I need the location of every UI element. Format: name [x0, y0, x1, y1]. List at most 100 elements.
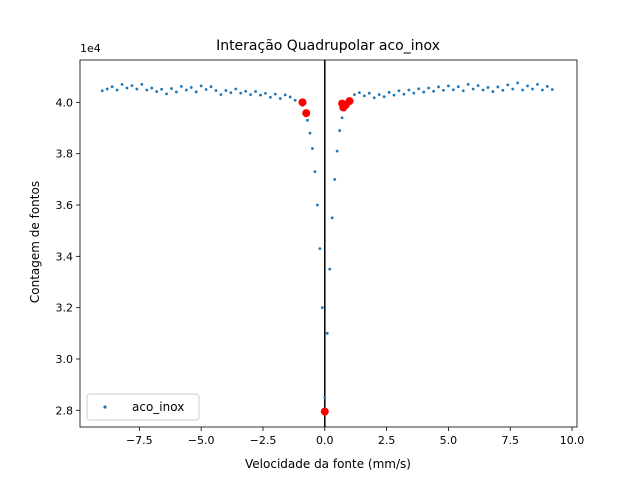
data-point	[320, 306, 324, 310]
data-point	[367, 91, 371, 95]
data-point	[486, 86, 490, 89]
data-point	[491, 90, 495, 93]
x-tick-label: 5.0	[440, 434, 458, 447]
data-point	[100, 89, 104, 93]
data-point	[229, 91, 233, 94]
data-point	[283, 93, 287, 97]
data-point	[184, 88, 188, 92]
data-point	[165, 92, 168, 96]
data-point	[451, 88, 455, 92]
data-point	[461, 89, 465, 93]
data-point	[273, 92, 277, 96]
data-point	[209, 85, 213, 89]
data-point	[466, 82, 470, 86]
data-point	[175, 90, 178, 94]
data-point	[170, 87, 173, 90]
data-point	[145, 88, 149, 92]
data-point	[526, 84, 529, 88]
data-point	[392, 93, 396, 97]
data-point	[249, 93, 253, 97]
data-point	[437, 85, 440, 89]
x-tick-label: −5.0	[188, 434, 215, 447]
data-point	[244, 89, 248, 93]
data-point	[179, 85, 183, 88]
data-point	[412, 91, 416, 95]
data-point	[353, 93, 356, 97]
data-point	[105, 87, 109, 91]
x-tick-label: 0.0	[316, 434, 334, 447]
data-point	[325, 331, 329, 335]
y-axis-ticks: 2.8 3.0 3.2 3.4 3.6 3.8 4.0	[56, 96, 80, 417]
plot-frame	[79, 59, 578, 428]
data-point	[536, 82, 539, 86]
highlight-point	[345, 97, 354, 106]
data-point	[150, 86, 154, 90]
x-axis-label: Velocidade da fonte (mm/s)	[245, 457, 411, 471]
x-tick-label: −2.5	[250, 434, 277, 447]
data-point	[140, 82, 144, 86]
x-tick-label: 2.5	[378, 434, 396, 447]
data-point	[550, 88, 554, 91]
data-point	[254, 90, 257, 93]
highlight-point	[302, 109, 311, 118]
data-point	[531, 87, 534, 91]
data-point	[456, 85, 460, 89]
data-point	[417, 87, 421, 91]
chart-title: Interação Quadrupolar aco_inox	[216, 38, 440, 54]
data-point	[155, 90, 159, 93]
data-point	[330, 216, 334, 220]
data-point	[306, 118, 309, 122]
data-point	[506, 83, 510, 87]
y-tick-label: 3.4	[56, 250, 74, 263]
data-point	[422, 90, 426, 94]
data-point	[338, 129, 342, 132]
data-point	[125, 86, 129, 90]
data-point	[382, 95, 386, 99]
data-point	[259, 93, 262, 97]
data-point	[501, 88, 505, 92]
data-point	[545, 85, 549, 88]
data-point	[372, 96, 376, 100]
x-tick-label: 10.0	[560, 434, 585, 447]
data-point	[516, 81, 520, 85]
data-point	[521, 88, 525, 92]
data-point	[234, 87, 238, 91]
data-point	[402, 92, 406, 96]
data-point	[278, 97, 282, 100]
data-point	[333, 177, 337, 181]
data-point	[432, 89, 435, 93]
highlight-point	[298, 98, 307, 107]
data-point	[219, 93, 223, 97]
data-point	[189, 86, 193, 89]
data-point	[328, 267, 332, 271]
y-tick-label: 3.2	[56, 302, 74, 315]
data-point	[115, 88, 119, 92]
data-point	[362, 94, 366, 98]
data-point	[442, 88, 445, 92]
data-point	[335, 149, 339, 153]
data-point	[120, 82, 124, 86]
data-point	[318, 247, 322, 251]
data-point	[288, 95, 292, 99]
data-point	[311, 147, 314, 150]
data-point	[427, 86, 431, 90]
data-point	[340, 116, 344, 120]
x-tick-label: −7.5	[126, 434, 153, 447]
legend: aco_inox	[86, 393, 200, 421]
y-axis-label: Contagem de fontos	[28, 181, 42, 303]
data-point	[224, 89, 228, 92]
y-tick-label: 3.6	[56, 199, 74, 212]
data-point	[199, 84, 203, 88]
data-point	[110, 85, 114, 89]
data-point	[496, 85, 500, 89]
y-axis-offset-label: 1e4	[80, 42, 101, 55]
data-point	[323, 396, 327, 399]
data-point	[407, 88, 411, 92]
data-point	[397, 89, 401, 93]
legend-box	[86, 393, 200, 421]
y-tick-label: 3.0	[56, 353, 74, 366]
plot-area	[79, 59, 578, 428]
data-point	[239, 91, 243, 95]
data-point	[130, 84, 134, 88]
